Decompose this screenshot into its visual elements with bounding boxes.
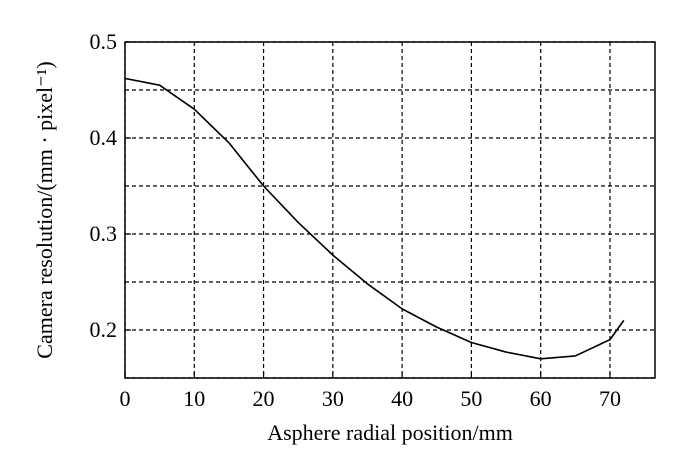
x-tick-label: 30 bbox=[322, 386, 344, 411]
x-tick-label: 40 bbox=[391, 386, 413, 411]
x-axis-label: Asphere radial position/mm bbox=[267, 420, 513, 445]
y-tick-label: 0.4 bbox=[90, 125, 118, 150]
data-line bbox=[124, 77, 625, 360]
y-tick-label: 0.3 bbox=[90, 221, 118, 246]
x-tick-label: 50 bbox=[460, 386, 482, 411]
y-tick-label: 0.2 bbox=[90, 317, 118, 342]
x-tick-label: 20 bbox=[253, 386, 275, 411]
y-tick-label: 0.5 bbox=[90, 29, 118, 54]
x-tick-label: 0 bbox=[120, 386, 131, 411]
y-axis-label: Camera resolution/(mm · pixel⁻¹) bbox=[32, 61, 57, 358]
x-tick-label: 10 bbox=[183, 386, 205, 411]
plot-frame bbox=[124, 41, 656, 379]
x-tick-label: 60 bbox=[530, 386, 552, 411]
x-tick-label: 70 bbox=[599, 386, 621, 411]
